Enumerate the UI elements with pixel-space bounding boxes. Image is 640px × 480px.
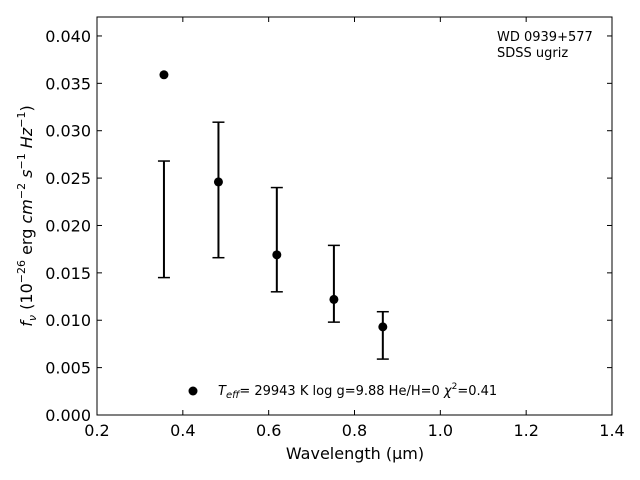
data-point bbox=[272, 250, 282, 260]
y-tick-label: 0.040 bbox=[45, 27, 91, 46]
data-point bbox=[329, 294, 339, 304]
legend: Teff= 29943 K log g=9.88 He/H=0 χ2=0.41 bbox=[188, 382, 497, 401]
x-tick-label: 1.2 bbox=[513, 421, 538, 440]
y-tick-label: 0.015 bbox=[45, 264, 91, 283]
y-tick-label: 0.010 bbox=[45, 311, 91, 330]
error-bars bbox=[157, 121, 389, 360]
legend-marker bbox=[188, 386, 198, 396]
y-tick-label: 0.000 bbox=[45, 406, 91, 425]
y-tick-label: 0.020 bbox=[45, 216, 91, 235]
annotation-object: WD 0939+577 bbox=[497, 30, 593, 45]
data-point bbox=[159, 70, 169, 80]
x-axis-title: Wavelength (μm) bbox=[286, 444, 424, 463]
y-axis-title: fν (10−26 erg cm−2 s−1 Hz−1) bbox=[15, 105, 39, 326]
x-tick-label: 0.8 bbox=[342, 421, 367, 440]
data-point bbox=[378, 322, 388, 332]
y-tick-label: 0.025 bbox=[45, 169, 91, 188]
y-tick-label: 0.035 bbox=[45, 74, 91, 93]
plot-frame bbox=[96, 16, 613, 416]
x-tick-label: 0.2 bbox=[84, 421, 109, 440]
x-tick-label: 0.4 bbox=[170, 421, 195, 440]
x-tick-label: 1.4 bbox=[599, 421, 624, 440]
axes: 0.2 0.4 0.6 0.8 1.0 1.2 1.4 0.000 0.005 0.010 0.01… bbox=[45, 16, 625, 440]
legend-label: Teff= 29943 K log g=9.88 He/H=0 χ2=0.41 bbox=[218, 382, 497, 401]
x-tick-label: 1.0 bbox=[428, 421, 453, 440]
x-tick-label: 0.6 bbox=[256, 421, 281, 440]
data-point bbox=[213, 177, 223, 187]
data-points bbox=[159, 70, 388, 332]
y-tick-label: 0.030 bbox=[45, 122, 91, 141]
y-tick-label: 0.005 bbox=[45, 359, 91, 378]
annotation-survey: SDSS ugriz bbox=[497, 46, 568, 61]
